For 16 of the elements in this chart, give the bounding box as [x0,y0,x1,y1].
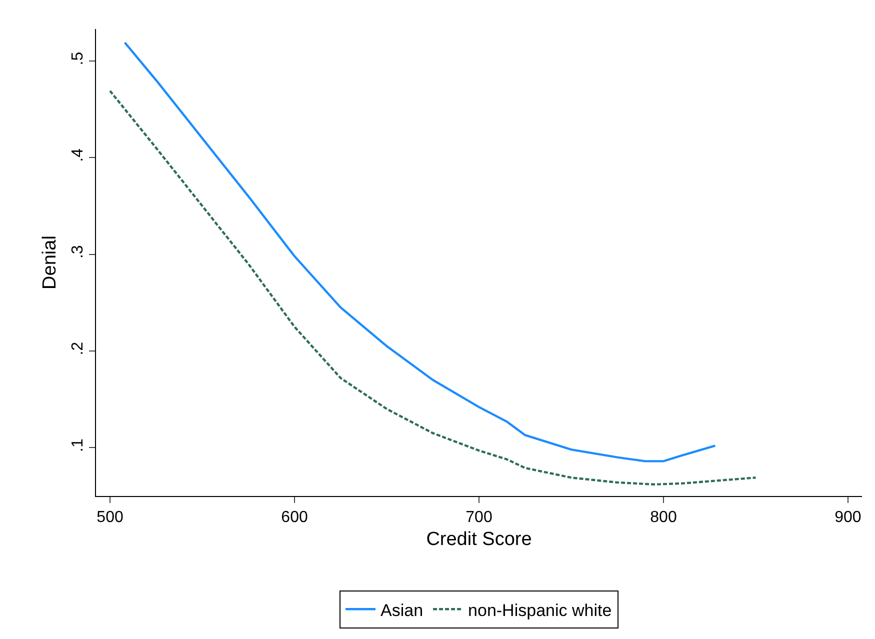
line-series [124,41,716,462]
y-tick-label: .2 [70,342,87,356]
x-tick-label: 800 [650,509,677,526]
y-axis-title: Denial [39,236,60,290]
x-tick-label: 500 [96,509,124,526]
x-tick-label: 600 [281,509,308,526]
x-tick-label: 700 [466,509,492,526]
x-axis-title: Credit Score [426,529,532,550]
x-tick-label: 900 [834,509,862,526]
legend-label: Asian [380,600,424,620]
y-tick-label: .1 [70,438,87,452]
legend-label: non-Hispanic white [468,600,612,620]
y-tick-label: .3 [70,245,87,259]
y-tick-label: .4 [70,148,87,162]
y-tick-label: .5 [70,52,87,66]
line-series [108,90,757,486]
